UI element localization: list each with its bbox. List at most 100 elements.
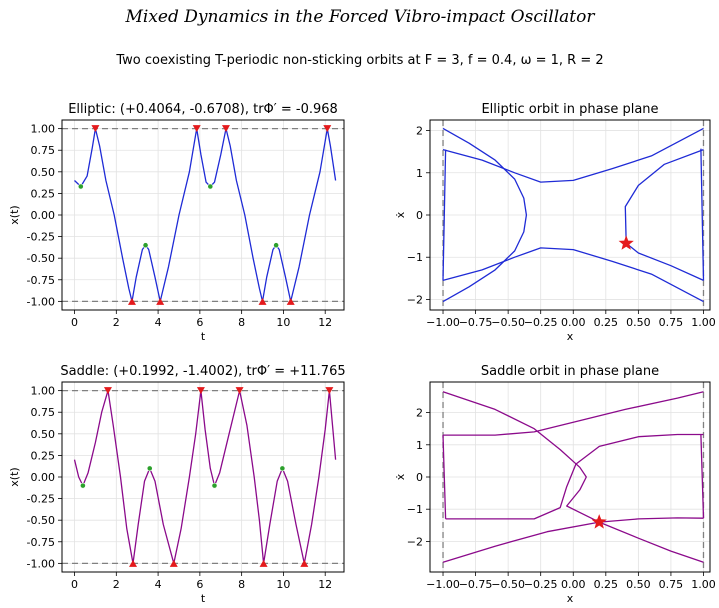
figure-title: Mixed Dynamics in the Forced Vibro-impac… bbox=[125, 7, 596, 27]
x-tick-label: −0.50 bbox=[491, 316, 525, 329]
y-tick-label: -0.25 bbox=[27, 493, 55, 506]
x-tick-label: 2 bbox=[113, 316, 120, 329]
orbit-series-6 bbox=[442, 149, 447, 281]
x-tick-label: −0.75 bbox=[459, 578, 493, 591]
y-tick-label: 0 bbox=[416, 209, 423, 222]
x-tick-label: 0.00 bbox=[561, 578, 586, 591]
y-tick-label: 0 bbox=[416, 471, 423, 484]
y-axis-label: x(t) bbox=[8, 467, 21, 486]
lower-impact-marker bbox=[169, 559, 178, 567]
x-tick-label: −1.00 bbox=[426, 578, 460, 591]
orbit-series-5 bbox=[700, 148, 705, 281]
x-tick-label: 6 bbox=[196, 316, 203, 329]
extremum-marker bbox=[211, 482, 218, 489]
extremum-marker bbox=[146, 465, 153, 472]
x-axis-label: x bbox=[567, 592, 574, 605]
x-tick-label: −0.75 bbox=[459, 316, 493, 329]
extremum-marker bbox=[79, 482, 86, 489]
panel-title: Saddle orbit in phase plane bbox=[481, 364, 659, 379]
x-tick-label: 1.00 bbox=[691, 578, 716, 591]
upper-impact-marker bbox=[91, 125, 100, 133]
x-tick-label: 0.25 bbox=[594, 316, 619, 329]
panel-title: Saddle: (+0.1992, -1.4002), trΦ′ = +11.7… bbox=[60, 364, 345, 379]
x-tick-label: −0.25 bbox=[524, 316, 558, 329]
extremum-marker bbox=[207, 183, 214, 190]
x-axis-label: x bbox=[567, 330, 574, 343]
x-tick-label: 4 bbox=[155, 578, 162, 591]
y-tick-label: 0.00 bbox=[31, 209, 56, 222]
orbit-series-5 bbox=[700, 434, 705, 519]
y-tick-label: 0.50 bbox=[31, 166, 56, 179]
x-tick-label: 0.25 bbox=[594, 578, 619, 591]
x-tick-label: 6 bbox=[196, 578, 203, 591]
x-tick-label: 0.50 bbox=[626, 578, 651, 591]
x-tick-label: 8 bbox=[238, 578, 245, 591]
extremum-marker bbox=[77, 183, 84, 190]
x-tick-label: 8 bbox=[238, 316, 245, 329]
y-tick-label: -1.00 bbox=[27, 557, 55, 570]
x-tick-label: −1.00 bbox=[426, 316, 460, 329]
orbit-series-6 bbox=[442, 435, 447, 519]
y-tick-label: 0.75 bbox=[31, 144, 56, 157]
lower-impact-marker bbox=[258, 297, 267, 305]
orbit-series-1 bbox=[442, 391, 704, 563]
extremum-marker bbox=[142, 242, 149, 249]
y-axis-label: ẋ bbox=[394, 473, 407, 480]
chart-panel-3: 0 2 4 6 8 10 12 1.00 0.75 0.50 0.25 0.00 -0.25 -0.50 -… bbox=[8, 364, 346, 605]
y-tick-label: −2 bbox=[407, 535, 423, 548]
extremum-marker bbox=[273, 242, 280, 249]
x-tick-label: 4 bbox=[155, 316, 162, 329]
y-axis-label: x(t) bbox=[8, 205, 21, 224]
x-tick-label: 10 bbox=[276, 578, 290, 591]
panel-title: Elliptic orbit in phase plane bbox=[481, 102, 658, 117]
upper-impact-marker bbox=[196, 387, 205, 395]
x-tick-label: 12 bbox=[318, 316, 332, 329]
figure-subtitle: Two coexisting T-periodic non-sticking o… bbox=[115, 53, 603, 68]
x-tick-label: 1.00 bbox=[691, 316, 716, 329]
orbit-series-1 bbox=[74, 127, 337, 303]
chart-panel-2: −1.00−0.75−0.50−0.25 0.00 0.25 0.50 0.75 1.00… bbox=[394, 102, 716, 343]
x-tick-label: 12 bbox=[318, 578, 332, 591]
y-tick-label: 1 bbox=[416, 439, 423, 452]
y-tick-label: 1.00 bbox=[31, 123, 56, 136]
x-tick-label: 0.75 bbox=[659, 578, 684, 591]
y-tick-label: 0.00 bbox=[31, 471, 56, 484]
y-tick-label: -0.50 bbox=[27, 514, 55, 527]
orbit-series-3 bbox=[443, 391, 704, 436]
upper-impact-marker bbox=[221, 125, 230, 133]
upper-impact-marker bbox=[325, 387, 334, 395]
y-tick-label: −1 bbox=[407, 503, 423, 516]
lower-impact-marker bbox=[300, 559, 309, 567]
y-tick-label: 0.25 bbox=[31, 449, 56, 462]
x-tick-label: 0 bbox=[71, 578, 78, 591]
y-tick-label: −2 bbox=[407, 293, 423, 306]
chart-panel-4: −1.00−0.75−0.50−0.25 0.00 0.25 0.50 0.75 1.00… bbox=[394, 364, 716, 605]
y-tick-label: 1.00 bbox=[31, 385, 56, 398]
orbit-series-1 bbox=[73, 389, 337, 565]
y-tick-label: 2 bbox=[416, 125, 423, 138]
upper-impact-marker bbox=[235, 387, 244, 395]
lower-impact-marker bbox=[129, 559, 138, 567]
orbit-series-4 bbox=[445, 433, 704, 520]
orbit-series-4 bbox=[624, 148, 704, 281]
x-tick-label: 0.75 bbox=[659, 316, 684, 329]
extremum-marker bbox=[279, 465, 286, 472]
upper-impact-marker bbox=[192, 125, 201, 133]
lower-impact-marker bbox=[127, 297, 136, 305]
lower-impact-marker bbox=[156, 297, 165, 305]
x-tick-label: 0 bbox=[71, 316, 78, 329]
y-tick-label: -0.75 bbox=[27, 274, 55, 287]
fixed-point-star bbox=[591, 514, 607, 529]
x-tick-label: 0.50 bbox=[626, 316, 651, 329]
y-tick-label: -0.75 bbox=[27, 536, 55, 549]
x-tick-label: 10 bbox=[276, 316, 290, 329]
x-tick-label: 2 bbox=[113, 578, 120, 591]
y-tick-label: 1 bbox=[416, 167, 423, 180]
fixed-point-star bbox=[618, 235, 634, 250]
orbit-series-3 bbox=[442, 247, 704, 303]
x-tick-label: 0.00 bbox=[561, 316, 586, 329]
upper-impact-marker bbox=[103, 387, 112, 395]
panel-title: Elliptic: (+0.4064, -0.6708), trΦ′ = -0.… bbox=[68, 102, 338, 117]
x-tick-label: −0.25 bbox=[524, 578, 558, 591]
y-tick-label: 0.25 bbox=[31, 187, 56, 200]
